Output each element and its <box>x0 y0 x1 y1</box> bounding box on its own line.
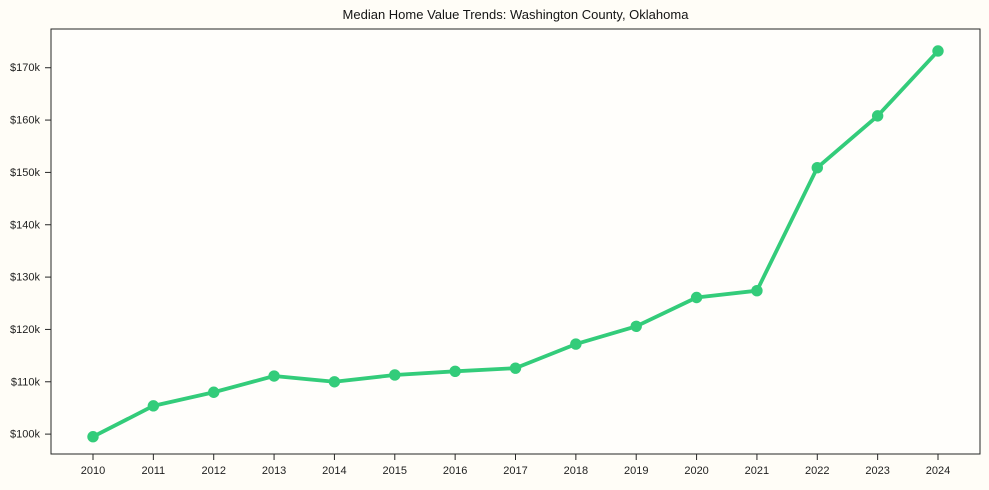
data-point-marker <box>389 369 401 381</box>
data-point-marker <box>690 291 703 304</box>
x-tick-label: 2015 <box>383 465 407 477</box>
data-point-marker <box>328 376 341 388</box>
x-tick-label: 2019 <box>624 465 648 477</box>
y-tick-label: $140k <box>10 219 40 231</box>
plot-border <box>50 28 981 455</box>
x-tick-label: 2022 <box>805 465 829 477</box>
data-point-marker <box>932 45 944 57</box>
data-point-marker <box>147 400 160 412</box>
chart-title: Median Home Value Trends: Washington Cou… <box>342 7 689 22</box>
x-tick-label: 2012 <box>201 465 225 477</box>
x-tick-label: 2024 <box>926 465 950 477</box>
x-tick-label: 2011 <box>142 465 166 477</box>
data-point-marker <box>871 110 884 122</box>
x-tick-label: 2020 <box>684 465 708 477</box>
data-point-marker <box>570 338 582 350</box>
y-tick-label: $150k <box>10 167 40 179</box>
data-point-marker <box>509 362 522 374</box>
data-point-marker <box>208 386 220 398</box>
data-point-marker <box>751 284 763 297</box>
data-point-marker <box>630 320 642 332</box>
x-tick-label: 2014 <box>322 465 346 477</box>
data-point-marker <box>87 431 99 443</box>
data-point-marker <box>811 162 823 174</box>
y-tick-label: $160k <box>10 115 40 127</box>
y-tick-label: $100k <box>10 429 40 441</box>
x-tick-label: 2023 <box>865 465 889 477</box>
x-tick-label: 2017 <box>503 465 527 477</box>
x-tick-label: 2010 <box>81 465 105 477</box>
y-tick-label: $130k <box>10 272 40 284</box>
x-tick-label: 2021 <box>745 465 769 477</box>
x-tick-label: 2018 <box>564 465 588 477</box>
x-tick-label: 2016 <box>443 465 467 477</box>
y-tick-label: $110k <box>11 376 41 388</box>
x-tick-label: 2013 <box>262 465 286 477</box>
y-tick-label: $120k <box>10 324 40 336</box>
data-point-marker <box>449 365 461 378</box>
y-tick-label: $170k <box>10 62 40 74</box>
data-point-marker <box>268 370 280 382</box>
